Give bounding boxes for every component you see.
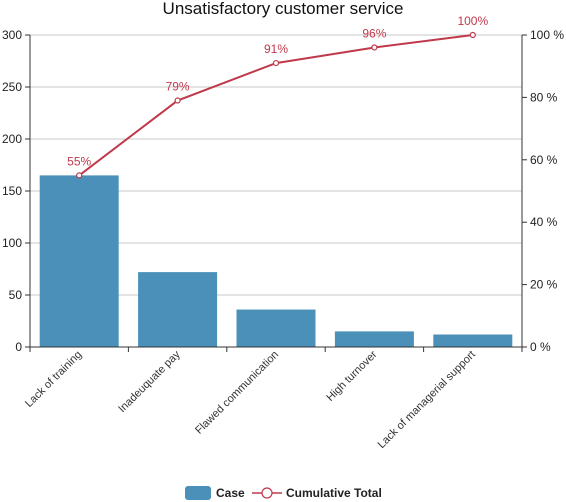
y-left-tick-label: 0 xyxy=(15,340,22,354)
bar-4 xyxy=(334,331,414,347)
y-right-tick-label: 20 % xyxy=(530,278,558,292)
y-left-tick-label: 150 xyxy=(2,184,22,198)
x-tick-label: High turnover xyxy=(324,348,379,403)
x-tick-label: Inadeuquate pay xyxy=(116,348,183,415)
y-right-tick-label: 0 % xyxy=(530,340,551,354)
legend-swatch-cumulative-marker xyxy=(261,487,273,499)
cumulative-point-label: 79% xyxy=(166,80,190,94)
legend-label-case: Case xyxy=(216,486,245,500)
bar-3 xyxy=(236,309,316,347)
x-tick-label: Lack of training xyxy=(23,349,84,410)
y-left-tick-label: 250 xyxy=(2,80,22,94)
bar-2 xyxy=(138,272,218,347)
cumulative-point-label: 55% xyxy=(67,154,91,168)
cumulative-point-label: 100% xyxy=(457,14,488,28)
bar-5 xyxy=(433,334,513,347)
bar-1 xyxy=(39,175,119,347)
y-right-tick-label: 60 % xyxy=(530,153,558,167)
cumulative-point-label: 96% xyxy=(362,26,386,40)
cumulative-line: 55% 79% 91% 96% 100% xyxy=(67,14,488,179)
y-left-tick-label: 300 xyxy=(2,28,22,42)
y-right-tick-label: 40 % xyxy=(530,215,558,229)
cumulative-point-label: 91% xyxy=(264,42,288,56)
cumulative-point xyxy=(469,31,476,39)
cumulative-point xyxy=(174,97,181,104)
y-left-tick-label: 200 xyxy=(2,132,22,146)
x-tick-label: Flawed communication xyxy=(193,349,281,437)
cumulative-point xyxy=(272,59,280,67)
y-right-tick-label: 100 % xyxy=(530,28,564,42)
legend-label-cumulative: Cumulative Total xyxy=(286,486,382,500)
y-left-tick-label: 50 xyxy=(9,288,23,302)
cumulative-point xyxy=(371,44,378,51)
legend-swatch-case xyxy=(185,486,211,500)
y-left-tick-label: 100 xyxy=(2,236,22,250)
chart-title: Unsatisfactory customer service xyxy=(163,0,404,18)
legend: Case Cumulative Total xyxy=(185,486,382,500)
bars xyxy=(39,175,513,347)
y-right-tick-label: 80 % xyxy=(530,90,558,104)
x-tick-label: Lack of managerial support xyxy=(376,349,478,451)
cumulative-point xyxy=(76,172,83,179)
